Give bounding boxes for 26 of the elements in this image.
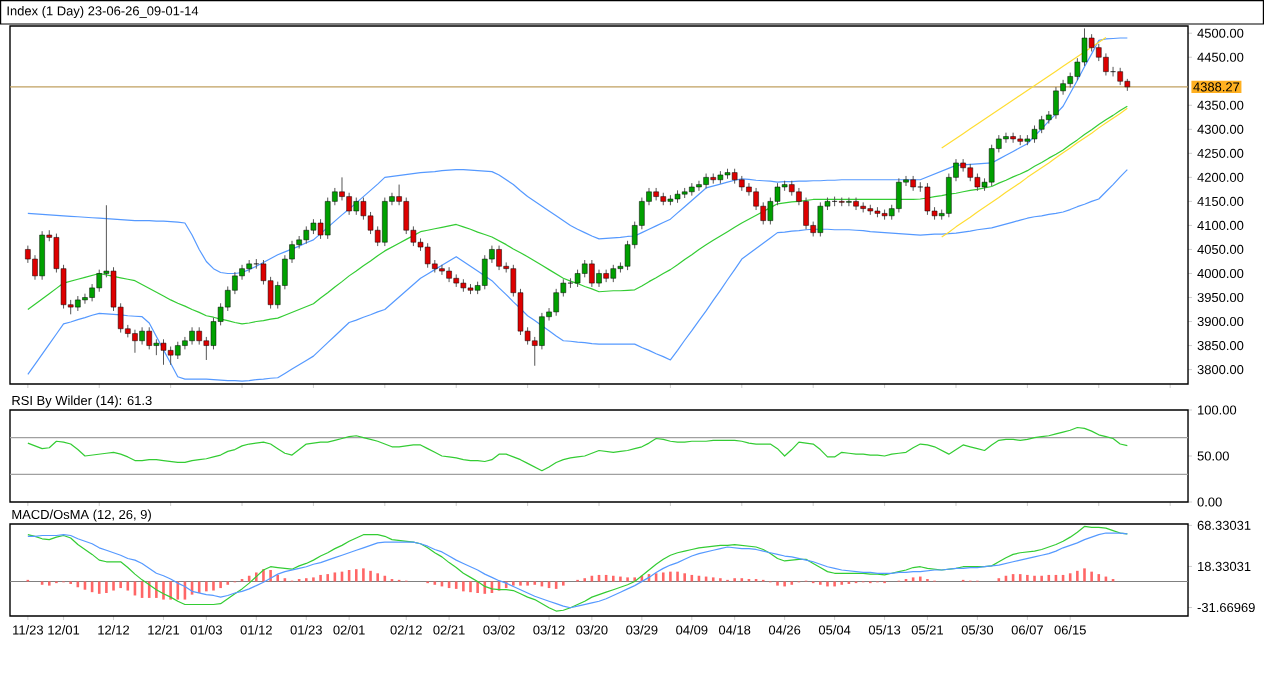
candlestick <box>39 230 45 281</box>
candlestick <box>553 288 559 317</box>
candlestick <box>653 187 659 201</box>
candlestick <box>817 201 824 237</box>
candlestick <box>424 242 431 269</box>
candlestick <box>496 245 502 271</box>
candlestick <box>439 264 445 276</box>
candlestick <box>960 158 966 173</box>
candlestick <box>1010 132 1016 144</box>
candlestick <box>853 197 859 211</box>
candlestick <box>896 177 902 213</box>
candlestick <box>603 269 609 283</box>
candlestick <box>382 197 388 247</box>
candlestick <box>924 182 931 216</box>
candlestick <box>132 329 138 354</box>
candlestick <box>1053 86 1059 120</box>
candlestick <box>96 269 102 293</box>
candlestick <box>146 326 152 350</box>
candlestick <box>1103 52 1109 76</box>
candlestick <box>589 259 595 288</box>
candlestick <box>167 346 174 366</box>
candlestick <box>696 180 702 192</box>
candlestick <box>539 312 545 350</box>
candlestick <box>160 338 167 366</box>
candlestick <box>1003 132 1009 144</box>
candlestick <box>482 254 488 290</box>
